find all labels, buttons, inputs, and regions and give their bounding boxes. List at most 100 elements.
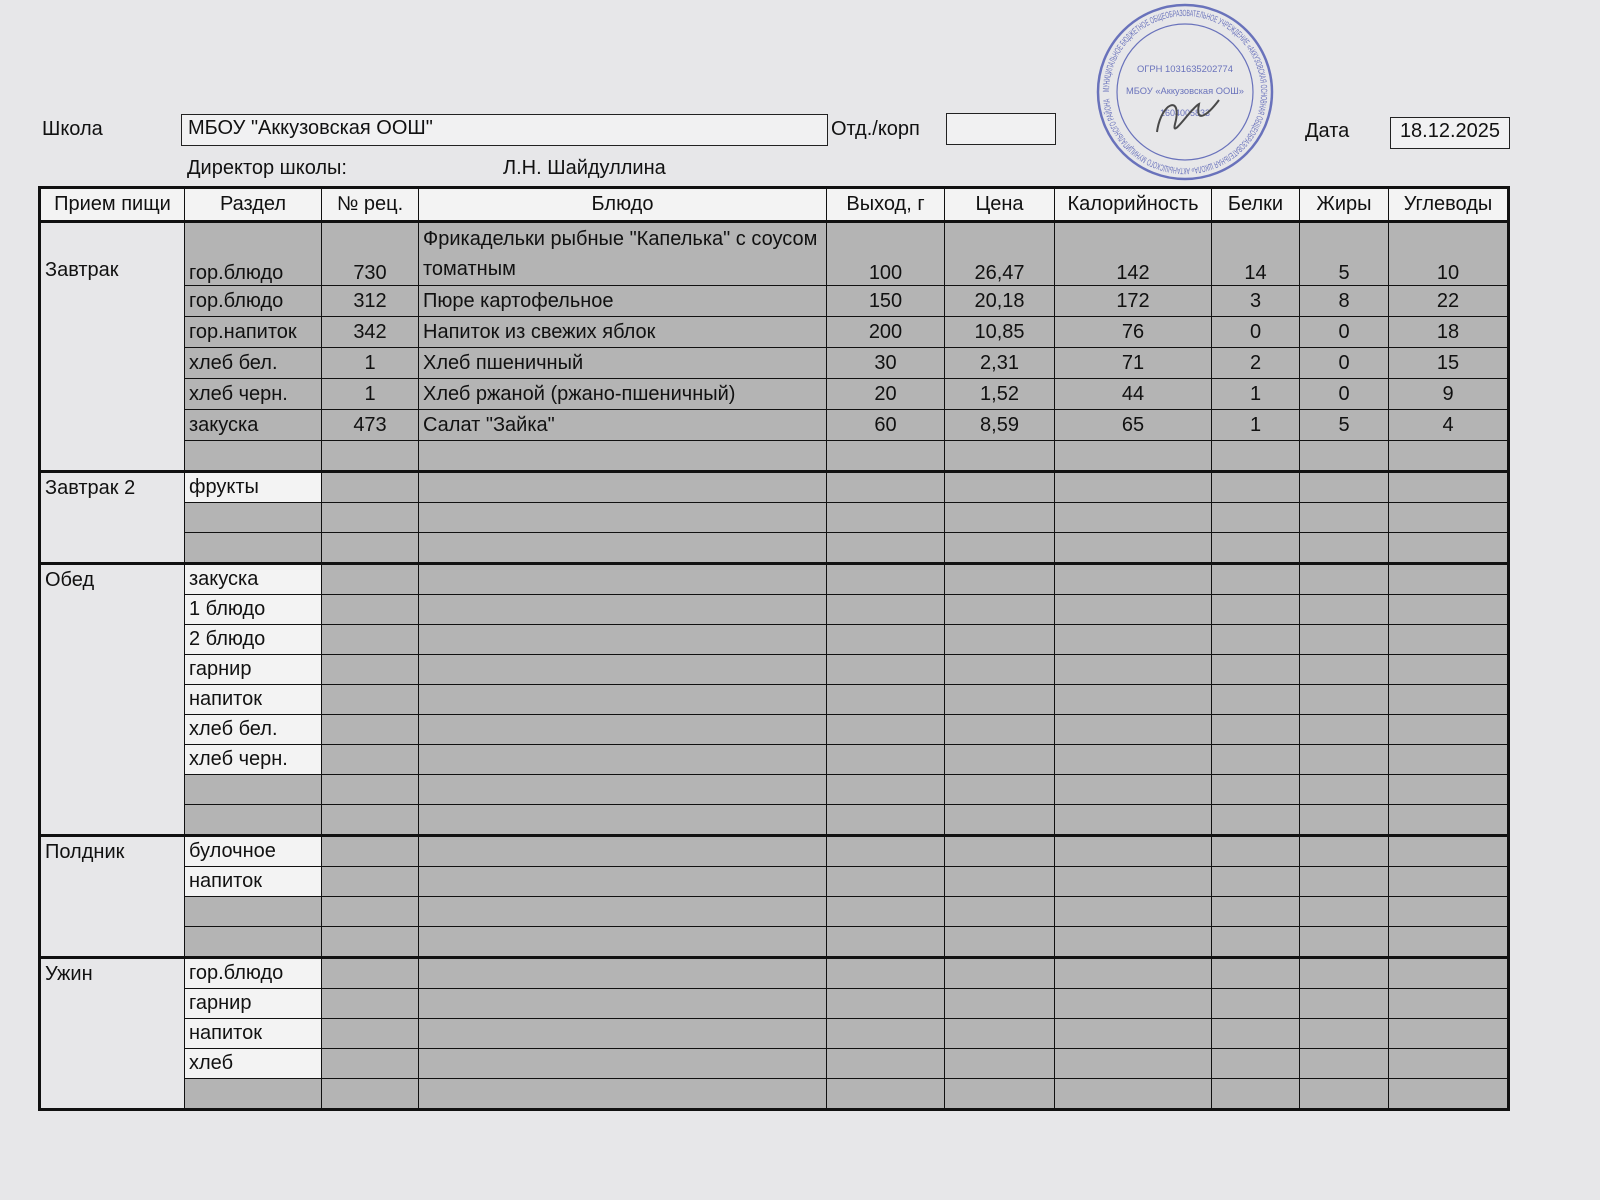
cell-price — [944, 896, 1055, 927]
cell-dish — [418, 744, 827, 775]
cell-recipe — [321, 714, 419, 745]
cell-section — [184, 440, 322, 472]
cell-carbs — [1388, 470, 1509, 503]
cell-protein — [1211, 744, 1300, 775]
meal-name: Завтрак 2 — [39, 470, 185, 564]
cell-yield — [826, 988, 945, 1019]
cell-yield — [826, 624, 945, 655]
cell-kcal: 76 — [1054, 316, 1212, 348]
cell-kcal — [1054, 1018, 1212, 1049]
cell-recipe: 1 — [321, 347, 419, 379]
cell-protein — [1211, 562, 1300, 595]
column-header: Цена — [944, 187, 1055, 223]
cell-carbs — [1388, 1018, 1509, 1049]
cell-carbs — [1388, 896, 1509, 927]
cell-section — [184, 1078, 322, 1110]
cell-carbs — [1388, 502, 1509, 533]
cell-yield: 30 — [826, 347, 945, 379]
cell-price: 26,47 — [944, 220, 1055, 286]
cell-dish — [418, 804, 827, 836]
table-row: гор.блюдо 312 Пюре картофельное 150 20,18 172… — [40, 285, 1509, 317]
column-header: Жиры — [1299, 187, 1389, 223]
cell-fat: 0 — [1299, 316, 1389, 348]
cell-dish — [418, 896, 827, 927]
column-header: Раздел — [184, 187, 322, 223]
meal-name: Обед — [39, 562, 185, 836]
cell-dish — [418, 470, 827, 503]
cell-carbs — [1388, 562, 1509, 595]
cell-recipe: 312 — [321, 285, 419, 317]
cell-yield — [826, 926, 945, 958]
cell-recipe — [321, 1078, 419, 1110]
cell-carbs — [1388, 804, 1509, 836]
cell-protein — [1211, 956, 1300, 989]
column-header: № рец. — [321, 187, 419, 223]
cell-dish — [418, 502, 827, 533]
cell-section: хлеб черн. — [184, 378, 322, 410]
table-row: 2 блюдо — [40, 624, 1509, 655]
cell-yield — [826, 532, 945, 564]
director-name: Л.Н. Шайдуллина — [503, 157, 666, 179]
cell-carbs — [1388, 532, 1509, 564]
cell-section: гарнир — [184, 654, 322, 685]
table-row — [40, 896, 1509, 927]
cell-protein: 2 — [1211, 347, 1300, 379]
cell-recipe — [321, 804, 419, 836]
cell-carbs — [1388, 956, 1509, 989]
table-row: напиток — [40, 866, 1509, 897]
cell-protein — [1211, 1048, 1300, 1079]
cell-carbs — [1388, 866, 1509, 897]
cell-carbs — [1388, 744, 1509, 775]
cell-kcal — [1054, 594, 1212, 625]
cell-price — [944, 744, 1055, 775]
cell-yield: 200 — [826, 316, 945, 348]
cell-kcal — [1054, 714, 1212, 745]
cell-dish: Хлеб ржаной (ржано-пшеничный) — [418, 378, 827, 410]
cell-price — [944, 988, 1055, 1019]
table-row: гарнир — [40, 654, 1509, 685]
stamp-ogrn: ОГРН 1031635202774 — [1137, 64, 1233, 74]
cell-kcal — [1054, 440, 1212, 472]
cell-recipe — [321, 440, 419, 472]
stamp-inner-ring — [1116, 23, 1254, 161]
table-row: Завтрак 2 фрукты — [39, 470, 1509, 564]
cell-yield: 20 — [826, 378, 945, 410]
cell-fat — [1299, 440, 1389, 472]
cell-carbs — [1388, 926, 1509, 958]
cell-dish — [418, 624, 827, 655]
cell-fat — [1299, 988, 1389, 1019]
cell-carbs: 18 — [1388, 316, 1509, 348]
cell-fat — [1299, 684, 1389, 715]
cell-recipe — [321, 532, 419, 564]
cell-recipe — [321, 1018, 419, 1049]
cell-dish — [418, 774, 827, 805]
cell-kcal — [1054, 774, 1212, 805]
cell-kcal — [1054, 684, 1212, 715]
table-row — [40, 532, 1509, 564]
cell-yield — [826, 1018, 945, 1049]
cell-kcal: 71 — [1054, 347, 1212, 379]
cell-price — [944, 804, 1055, 836]
cell-dish — [418, 440, 827, 472]
cell-section: хлеб бел. — [184, 347, 322, 379]
cell-yield — [826, 744, 945, 775]
cell-price — [944, 866, 1055, 897]
cell-section: фрукты — [184, 470, 322, 503]
column-header: Выход, г — [826, 187, 945, 223]
cell-fat — [1299, 502, 1389, 533]
table-row: напиток — [40, 684, 1509, 715]
cell-recipe — [321, 562, 419, 595]
cell-price — [944, 1078, 1055, 1110]
cell-recipe: 473 — [321, 409, 419, 441]
table-row — [40, 926, 1509, 958]
cell-kcal: 142 — [1054, 220, 1212, 286]
table-row: хлеб черн. — [40, 744, 1509, 775]
cell-recipe — [321, 866, 419, 897]
cell-recipe — [321, 654, 419, 685]
cell-protein — [1211, 532, 1300, 564]
cell-protein — [1211, 624, 1300, 655]
cell-dish — [418, 1018, 827, 1049]
cell-section: гор.блюдо — [184, 956, 322, 989]
cell-price — [944, 774, 1055, 805]
cell-yield: 60 — [826, 409, 945, 441]
